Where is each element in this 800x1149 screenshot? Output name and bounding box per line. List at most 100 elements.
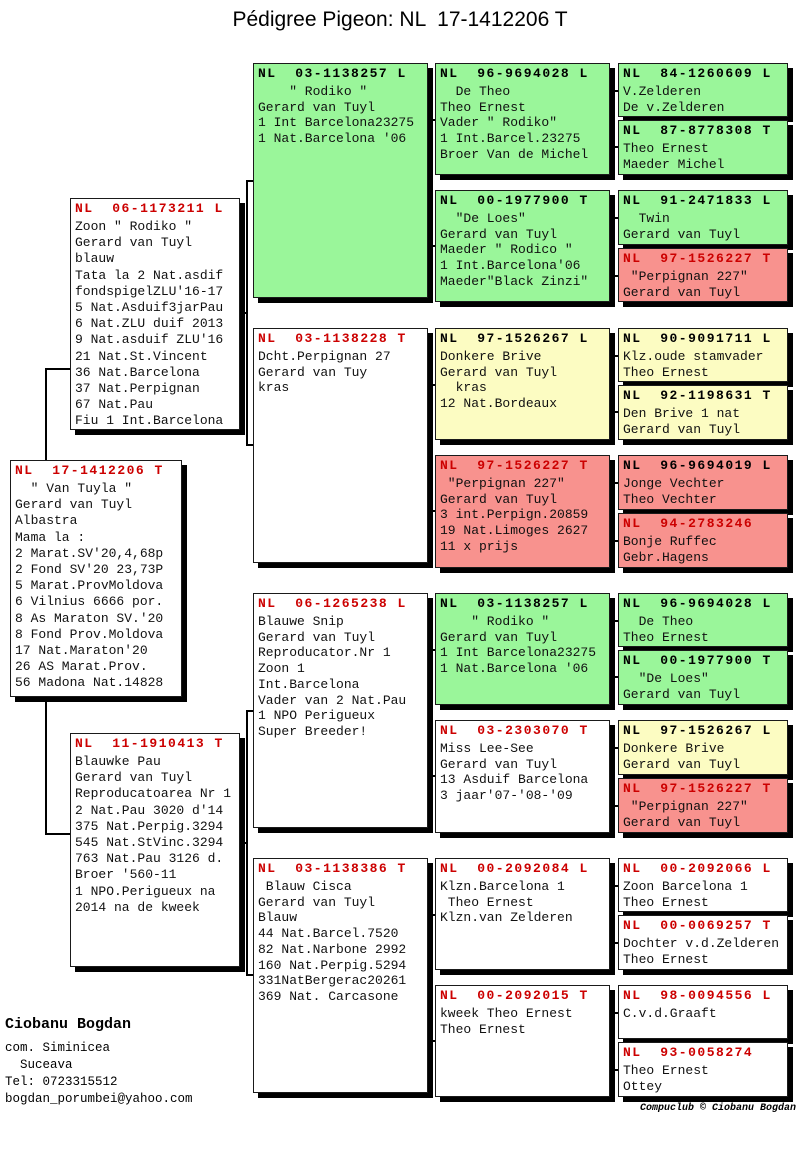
connector-line [613,805,619,807]
connector-line [430,119,436,121]
ring-number: NL 92-1198631 T [623,388,772,403]
box-03-1138257-2: NL 03-1138257 L " Rodiko " Gerard van Tu… [435,593,610,705]
box-sire-06-1173211: NL 06-1173211 L Zoon " Rodiko " Gerard v… [70,198,240,430]
connector-line [246,444,254,446]
ring-number: NL 84-1260609 L [623,66,772,81]
connector-line [613,482,619,484]
connector-line [613,355,619,357]
connector-line [613,90,619,92]
box-subject-17-1412206: NL 17-1412206 T " Van Tuyla " Gerard van… [10,460,182,697]
connector-line [45,368,47,461]
pigeon-details: Zoon Barcelona 1 Theo Ernest [623,879,748,910]
pigeon-details: Dochter v.d.Zelderen Theo Ernest [623,936,780,967]
box-00-2092084: NL 00-2092084 L Klzn.Barcelona 1 Theo Er… [435,858,610,970]
pigeon-details: Theo Ernest Ottey [623,1063,709,1094]
box-03-1138386: NL 03-1138386 T Blauw Cisca Gerard van T… [253,858,428,1093]
box-87-8778308: NL 87-8778308 T Theo Ernest Maeder Miche… [618,120,788,175]
owner-name: Ciobanu Bogdan [5,1016,132,1033]
ring-number: NL 03-1138257 L [258,66,407,81]
ring-number: NL 11-1910413 T [75,736,224,751]
pigeon-details: Dcht.Perpignan 27 Gerard van Tuy kras [258,349,391,396]
connector-line [613,1012,615,1071]
compuclub-credit: Compuclub © Ciobanu Bogdan [639,1103,796,1114]
connector-line [246,180,248,446]
box-96-9694028: NL 96-9694028 L De Theo Theo Ernest Vade… [435,63,610,175]
pigeon-details: Theo Ernest Maeder Michel [623,141,725,172]
ring-number: NL 91-2471833 L [623,193,772,208]
ring-number: NL 17-1412206 T [15,463,164,478]
connector-line [613,676,619,678]
pigeon-details: "Perpignan 227" Gerard van Tuyl [623,269,748,300]
connector-line [610,648,614,650]
connector-line [613,620,619,622]
pigeon-details: V.Zelderen De v.Zelderen [623,84,725,115]
connector-line [610,383,614,385]
ring-number: NL 94-2783246 [623,516,754,531]
box-96-9694028-2: NL 96-9694028 L De Theo Theo Ernest [618,593,788,647]
connector-line [427,182,431,184]
ring-number: NL 00-1977900 T [440,193,589,208]
connector-line [45,697,47,834]
ring-number: NL 97-1526227 T [623,251,772,266]
connector-line [430,1040,436,1042]
box-03-1138228: NL 03-1138228 T Dcht.Perpignan 27 Gerard… [253,328,428,563]
box-00-1977900: NL 00-1977900 T "De Loes" Gerard van Tuy… [435,190,610,302]
connector-line [430,245,436,247]
pigeon-details: Zoon " Rodiko " Gerard van Tuyl blauw Ta… [75,219,224,429]
connector-line [610,1040,614,1042]
ring-number: NL 97-1526227 T [440,458,589,473]
connector-line [430,914,436,916]
ring-number: NL 00-2092084 L [440,861,589,876]
ring-number: NL 96-9694019 L [623,458,772,473]
pigeon-details: Klz.oude stamvader Theo Ernest [623,349,764,380]
pigeon-details: C.v.d.Graaft [623,1006,717,1021]
connector-line [427,447,431,449]
connector-line [246,710,248,976]
ring-number: NL 00-1977900 T [623,653,772,668]
box-90-9091711: NL 90-9091711 L Klz.oude stamvader Theo … [618,328,788,382]
ring-number: NL 03-1138386 T [258,861,407,876]
connector-line [613,1012,619,1014]
connector-line [613,217,619,219]
pigeon-details: Miss Lee-See Gerard van Tuyl 13 Asduif B… [440,741,589,804]
pigeon-details: "Perpignan 227" Gerard van Tuyl [623,799,748,830]
connector-line [246,710,254,712]
connector-line [430,384,432,512]
box-97-1526267-2: NL 97-1526267 L Donkere Brive Gerard van… [618,720,788,775]
pigeon-details: Den Brive 1 nat Gerard van Tuyl [623,406,741,437]
ring-number: NL 00-0069257 T [623,918,772,933]
ring-number: NL 00-2092066 L [623,861,772,876]
pigeon-details: " Rodiko " Gerard van Tuyl 1 Int Barcelo… [258,84,415,147]
box-97-1526227-3: NL 97-1526227 T "Perpignan 227" Gerard v… [618,778,788,833]
box-93-0058274: NL 93-0058274 Theo Ernest Ottey [618,1042,788,1097]
owner-contact-details: com. Siminicea Suceava Tel: 0723315512 b… [5,1041,193,1106]
ring-number: NL 03-1138228 T [258,331,407,346]
pigeon-details: Jonge Vechter Theo Vechter [623,476,725,507]
connector-line [613,942,619,944]
pigeon-details: De Theo Theo Ernest [623,614,709,645]
box-97-1526227: NL 97-1526227 T "Perpignan 227" Gerard v… [435,455,610,568]
connector-line [240,312,247,314]
box-00-1977900-2: NL 00-1977900 T "De Loes" Gerard van Tuy… [618,650,788,705]
connector-line [613,482,615,542]
box-91-2471833: NL 91-2471833 L Twin Gerard van Tuyl [618,190,788,245]
connector-line [613,747,619,749]
connector-line [613,885,619,887]
ring-number: NL 06-1265238 L [258,596,407,611]
box-84-1260609: NL 84-1260609 L V.Zelderen De v.Zelderen [618,63,788,117]
box-97-1526227-2: NL 97-1526227 T "Perpignan 227" Gerard v… [618,248,788,302]
box-06-1265238: NL 06-1265238 L Blauwe Snip Gerard van T… [253,593,428,828]
connector-line [430,914,432,1042]
connector-line [613,747,615,807]
ring-number: NL 03-2303070 T [440,723,589,738]
box-dam-11-1910413: NL 11-1910413 T Blauwke Pau Gerard van T… [70,733,240,967]
connector-line [240,842,247,844]
pigeon-details: kweek Theo Ernest Theo Ernest [440,1006,573,1037]
ring-number: NL 96-9694028 L [623,596,772,611]
page-title: Pédigree Pigeon: NL 17-1412206 T [232,8,568,31]
pigeon-details: "De Loes" Gerard van Tuyl [623,671,741,702]
box-00-2092015: NL 00-2092015 T kweek Theo Ernest Theo E… [435,985,610,1097]
ring-number: NL 87-8778308 T [623,123,772,138]
connector-line [613,90,615,148]
connector-line [610,511,614,513]
